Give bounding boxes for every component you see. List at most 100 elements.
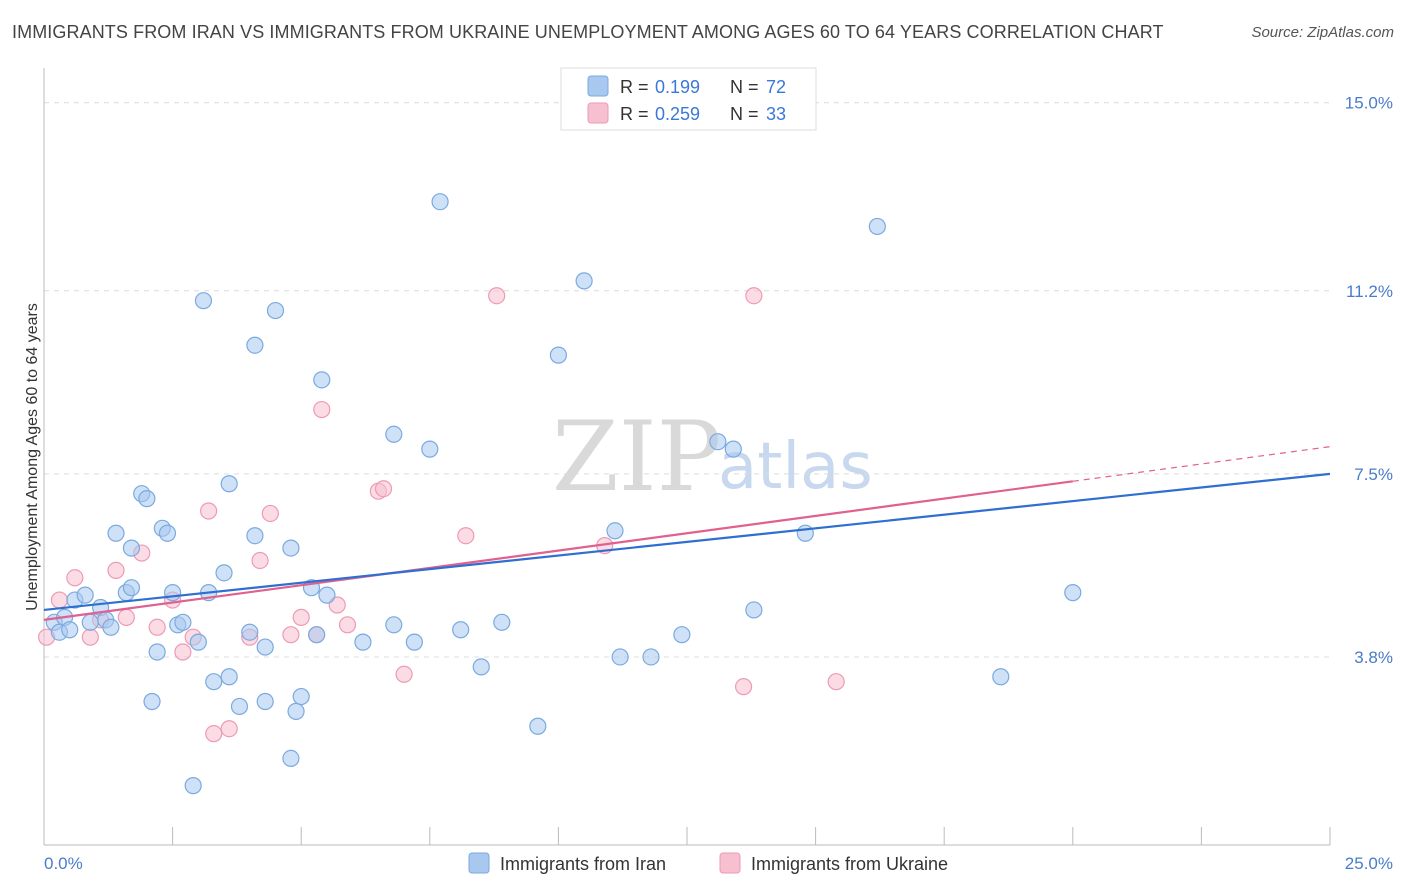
point-iran [292, 687, 310, 706]
legend-n-iran: 72 [766, 77, 786, 97]
legend-swatch-iran [587, 75, 609, 97]
point-iran [122, 539, 141, 557]
x-tick-label-max: 25.0% [1345, 854, 1393, 873]
point-ukraine [734, 678, 753, 696]
point-iran [241, 623, 259, 641]
point-iran [102, 618, 120, 636]
point-iran [308, 626, 326, 644]
point-iran [287, 702, 305, 720]
legend-n-ukraine: 33 [766, 104, 786, 124]
legend-r-label-iran: R = [620, 77, 649, 97]
point-ukraine [220, 720, 238, 738]
series-ukraine-points [37, 287, 845, 743]
point-iran [220, 668, 238, 686]
legend-n-label-ukraine: N = [730, 104, 759, 124]
point-iran [431, 193, 449, 211]
trend-line-ukraine [43, 480, 1073, 621]
point-ukraine [745, 287, 763, 305]
point-ukraine [328, 596, 346, 614]
watermark-zip: ZIP [552, 401, 721, 513]
trend-lines [43, 446, 1331, 621]
legend-r-ukraine: 0.259 [655, 104, 700, 124]
bottom-legend: Immigrants from Iran Immigrants from Ukr… [468, 852, 948, 874]
point-iran [205, 673, 223, 691]
point-iran [1064, 584, 1082, 602]
point-ukraine [395, 665, 413, 683]
point-iran [174, 613, 192, 631]
point-iran [138, 490, 156, 508]
point-ukraine [200, 502, 218, 520]
point-iran [266, 301, 285, 320]
point-iran [194, 292, 213, 310]
watermark-atlas: atlas [718, 430, 873, 504]
point-iran [724, 440, 742, 458]
y-tick-label: 11.2% [1346, 282, 1393, 301]
point-iran [246, 527, 264, 545]
point-iran [256, 692, 274, 711]
y-tick-label: 7.5% [1354, 465, 1393, 484]
point-iran [61, 621, 79, 639]
bottom-legend-iran: Immigrants from Iran [500, 854, 666, 874]
point-iran [189, 633, 207, 651]
point-iran [529, 717, 547, 735]
point-ukraine [261, 504, 279, 523]
point-iran [122, 579, 141, 597]
trend-line-iran [43, 472, 1331, 612]
point-iran [868, 217, 886, 236]
point-ukraine [282, 626, 300, 644]
legend-n-label-iran: N = [730, 77, 759, 97]
point-iran [549, 346, 568, 364]
point-ukraine [174, 643, 192, 661]
point-ukraine [251, 551, 269, 570]
point-iran [796, 524, 814, 542]
point-ukraine [205, 725, 223, 743]
point-ukraine [338, 616, 357, 634]
point-iran [318, 586, 336, 604]
legend-r-iran: 0.199 [655, 77, 700, 97]
legend-r-label-ukraine: R = [620, 104, 649, 124]
point-iran [158, 524, 177, 542]
point-iran [230, 697, 249, 716]
point-iran [215, 564, 233, 582]
point-ukraine [81, 628, 99, 646]
point-iran [256, 638, 274, 656]
point-iran [709, 433, 727, 451]
x-tick-label-min: 0.0% [44, 854, 83, 873]
point-ukraine [827, 673, 845, 691]
legend: R = 0.199 N = 72 R = 0.259 N = 33 [560, 67, 817, 131]
point-iran [575, 272, 593, 290]
bottom-legend-swatch-iran [468, 852, 490, 874]
point-iran [76, 586, 94, 604]
axes [43, 68, 1331, 846]
trend-line-ukraine-extension [1072, 446, 1331, 482]
point-ukraine [66, 569, 84, 587]
point-iran [313, 371, 331, 389]
point-ukraine [107, 561, 125, 579]
point-iran [107, 524, 125, 542]
point-iran [472, 658, 490, 676]
y-axis-label: Unemployment Among Ages 60 to 64 years [24, 303, 41, 611]
point-iran [246, 336, 264, 354]
y-tick-label: 3.8% [1354, 648, 1393, 667]
watermark: ZIP atlas [552, 401, 873, 513]
gridlines [44, 102, 1330, 658]
point-iran [452, 621, 470, 639]
chart-title: IMMIGRANTS FROM IRAN VS IMMIGRANTS FROM … [12, 22, 1164, 42]
point-iran [148, 643, 166, 661]
point-iran [642, 648, 660, 666]
point-iran [421, 440, 439, 458]
point-ukraine [488, 287, 506, 305]
y-tick-label: 15.0% [1345, 94, 1393, 113]
point-iran [81, 613, 99, 631]
point-iran [385, 616, 403, 634]
point-ukraine [457, 527, 475, 545]
point-iran [405, 633, 423, 651]
point-iran [673, 626, 691, 644]
point-ukraine [117, 608, 135, 626]
legend-swatch-ukraine [587, 102, 609, 124]
point-ukraine [313, 400, 331, 419]
point-iran [220, 475, 238, 493]
point-iran [282, 539, 300, 557]
point-ukraine [374, 480, 393, 498]
